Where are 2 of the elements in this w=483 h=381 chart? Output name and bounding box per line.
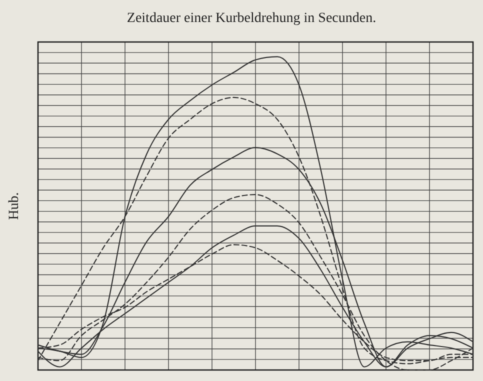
chart-title: Zeitdauer einer Kurbeldrehung in Secunden. [126,11,376,26]
y-axis-title: Hub. [7,192,22,220]
